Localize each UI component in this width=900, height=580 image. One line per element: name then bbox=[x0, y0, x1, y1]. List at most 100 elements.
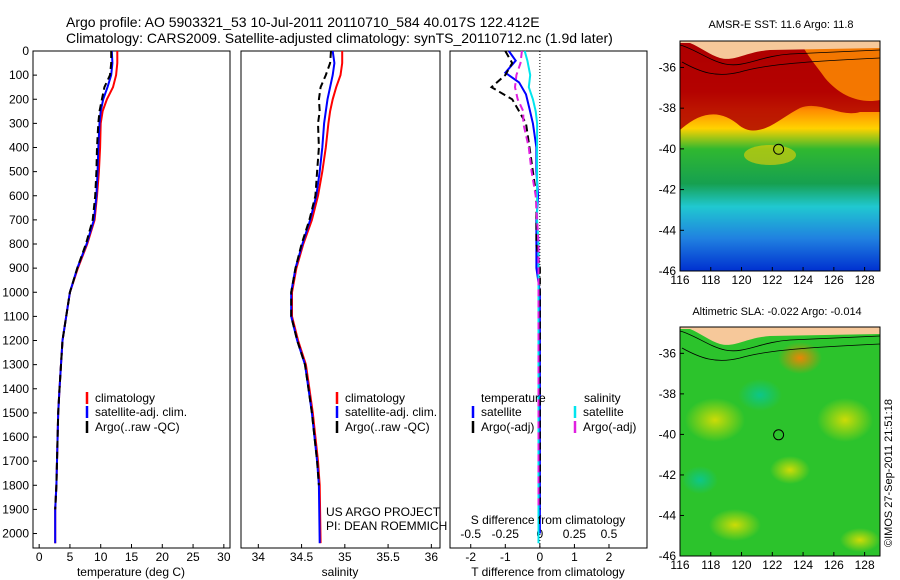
difference-profile-plot: -2 -1 0 1 2 -0.5 -0.25 0 0.25 0.5 T difference f… bbox=[449, 50, 648, 579]
sst-warm-patch bbox=[800, 41, 880, 102]
legend-label-satellite: satellite-adj. clim. bbox=[95, 405, 187, 419]
lon-tick-label: 118 bbox=[701, 558, 720, 572]
x-tick-label: 36 bbox=[425, 550, 439, 564]
depth-tick-label: 500 bbox=[9, 165, 29, 179]
salinity-xlabel: salinity bbox=[322, 565, 359, 579]
lat-tick-label: -38 bbox=[659, 101, 677, 115]
s-tick-label: -0.5 bbox=[460, 527, 481, 541]
difference-legend: temperature salinity satellite Argo(-adj… bbox=[471, 391, 636, 434]
sla-land bbox=[680, 327, 880, 345]
series-line-argo-raw-qc- bbox=[54, 51, 113, 510]
lat-tick-label: -44 bbox=[659, 508, 677, 522]
x-tick-label: 15 bbox=[125, 550, 139, 564]
legend-title-salinity: salinity bbox=[584, 391, 621, 405]
sla-float-location-marker bbox=[773, 429, 785, 441]
temperature-series bbox=[54, 50, 119, 544]
s-difference-axis: -0.5 -0.25 0 0.25 0.5 bbox=[460, 527, 617, 541]
legend-label-t-satellite: satellite bbox=[481, 405, 522, 419]
depth-tick-label: 600 bbox=[9, 189, 29, 203]
sla-yellow-patch bbox=[709, 509, 761, 541]
legend-label-t-argo: Argo(-adj) bbox=[481, 420, 534, 434]
s-tick-label: 0.25 bbox=[563, 527, 587, 541]
pi-label: PI: DEAN ROEMMICH bbox=[326, 519, 447, 533]
lon-tick-label: 126 bbox=[824, 273, 844, 287]
x-tick-label: -1 bbox=[500, 550, 511, 564]
lat-tick-label: -42 bbox=[659, 183, 677, 197]
lat-tick-label: -40 bbox=[659, 142, 677, 156]
depth-tick-label: 700 bbox=[9, 213, 29, 227]
depth-tick-label: 1400 bbox=[2, 382, 29, 396]
lon-tick-label: 122 bbox=[762, 273, 782, 287]
sst-land bbox=[680, 41, 880, 59]
sla-yellow-patch bbox=[840, 528, 880, 552]
depth-tick-label: 900 bbox=[9, 261, 29, 275]
x-tick-label: -2 bbox=[465, 550, 476, 564]
sla-shelf-contour bbox=[681, 343, 881, 361]
depth-tick-label: 1900 bbox=[2, 502, 29, 516]
x-tick-label: 34 bbox=[252, 550, 266, 564]
depth-tick-label: 1500 bbox=[2, 406, 29, 420]
depth-tick-label: 0 bbox=[22, 44, 29, 58]
depth-tick-label: 1700 bbox=[2, 454, 29, 468]
t-difference-xlabel: T difference from climatology bbox=[471, 565, 625, 579]
depth-tick-label: 800 bbox=[9, 237, 29, 251]
sst-coastline bbox=[679, 44, 881, 66]
temperature-profile-plot: 0100200300400500600700800900100011001200… bbox=[2, 44, 231, 579]
series-line-argo-raw-qc- bbox=[290, 50, 332, 486]
x-tick-label: 1 bbox=[571, 550, 578, 564]
lon-tick-label: 128 bbox=[855, 558, 875, 572]
x-tick-label: 5 bbox=[67, 550, 74, 564]
sst-shelf-contour bbox=[681, 57, 881, 75]
sst-front-patch bbox=[744, 145, 796, 165]
lat-tick-label: -46 bbox=[659, 549, 677, 563]
x-tick-label: 10 bbox=[94, 550, 108, 564]
lon-tick-label: 126 bbox=[824, 558, 844, 572]
sla-field bbox=[679, 327, 881, 556]
sla-map-axes: 116 118 120 122 124 126 128 -36 -38 -40 -42 -44 -46 bbox=[659, 346, 875, 572]
temperature-axis: 0 5 10 15 20 25 30 bbox=[36, 544, 231, 564]
lat-tick-label: -42 bbox=[659, 468, 677, 482]
depth-tick-label: 2000 bbox=[2, 527, 29, 541]
sla-map-frame bbox=[679, 326, 881, 557]
depth-tick-label: 1300 bbox=[2, 358, 29, 372]
lon-tick-label: 128 bbox=[855, 273, 875, 287]
x-tick-label: 35.5 bbox=[376, 550, 400, 564]
sst-map-frame bbox=[679, 40, 881, 272]
legend-label-s-satellite: satellite bbox=[583, 405, 624, 419]
sst-map: AMSR-E SST: 11.6 Argo: 11.8 116 118 120 122… bbox=[659, 19, 881, 287]
figure-title-line2: Climatology: CARS2009. Satellite-adjuste… bbox=[66, 30, 613, 46]
x-tick-label: 34.5 bbox=[290, 550, 314, 564]
lon-tick-label: 116 bbox=[670, 558, 689, 572]
lat-tick-label: -40 bbox=[659, 427, 677, 441]
legend-label-argo: Argo(..raw -QC) bbox=[95, 420, 180, 434]
depth-tick-label: 400 bbox=[9, 141, 29, 155]
temperature-plot-frame bbox=[32, 50, 231, 549]
x-tick-label: 0 bbox=[36, 550, 43, 564]
lon-tick-label: 118 bbox=[701, 273, 720, 287]
x-tick-label: 20 bbox=[156, 550, 170, 564]
imos-timestamp-label: ©IMOS 27-Sep-2011 21:51:18 bbox=[883, 399, 895, 547]
sla-low-patch bbox=[738, 379, 782, 411]
lon-tick-label: 120 bbox=[732, 558, 752, 572]
s-tick-label: 0 bbox=[537, 527, 544, 541]
lat-tick-label: -36 bbox=[659, 60, 677, 74]
depth-tick-label: 1000 bbox=[2, 285, 29, 299]
x-tick-label: 2 bbox=[606, 550, 613, 564]
salinity-plot-frame bbox=[240, 50, 441, 549]
salinity-profile-plot: 34 34.5 35 35.5 36 salinity climatology sate… bbox=[240, 50, 447, 579]
lon-tick-label: 122 bbox=[762, 558, 782, 572]
project-label: US ARGO PROJECT bbox=[326, 505, 441, 519]
depth-axis: 0 100 200 300 400 500 600 700 800 900 1000 1100 1200… bbox=[2, 44, 37, 541]
lat-tick-label: -44 bbox=[659, 223, 677, 237]
depth-tick-label: 200 bbox=[9, 92, 29, 106]
depth-tick-label: 1200 bbox=[2, 334, 29, 348]
x-tick-label: 25 bbox=[186, 550, 200, 564]
s-tick-label: 0.5 bbox=[601, 527, 618, 541]
legend-label-climatology: climatology bbox=[95, 391, 155, 405]
salinity-legend: climatology satellite-adj. clim. Argo(..… bbox=[335, 391, 437, 434]
legend-label-argo: Argo(..raw -QC) bbox=[345, 420, 430, 434]
depth-tick-label: 100 bbox=[9, 68, 29, 82]
x-tick-label: 35 bbox=[338, 550, 352, 564]
lon-tick-label: 116 bbox=[670, 273, 689, 287]
